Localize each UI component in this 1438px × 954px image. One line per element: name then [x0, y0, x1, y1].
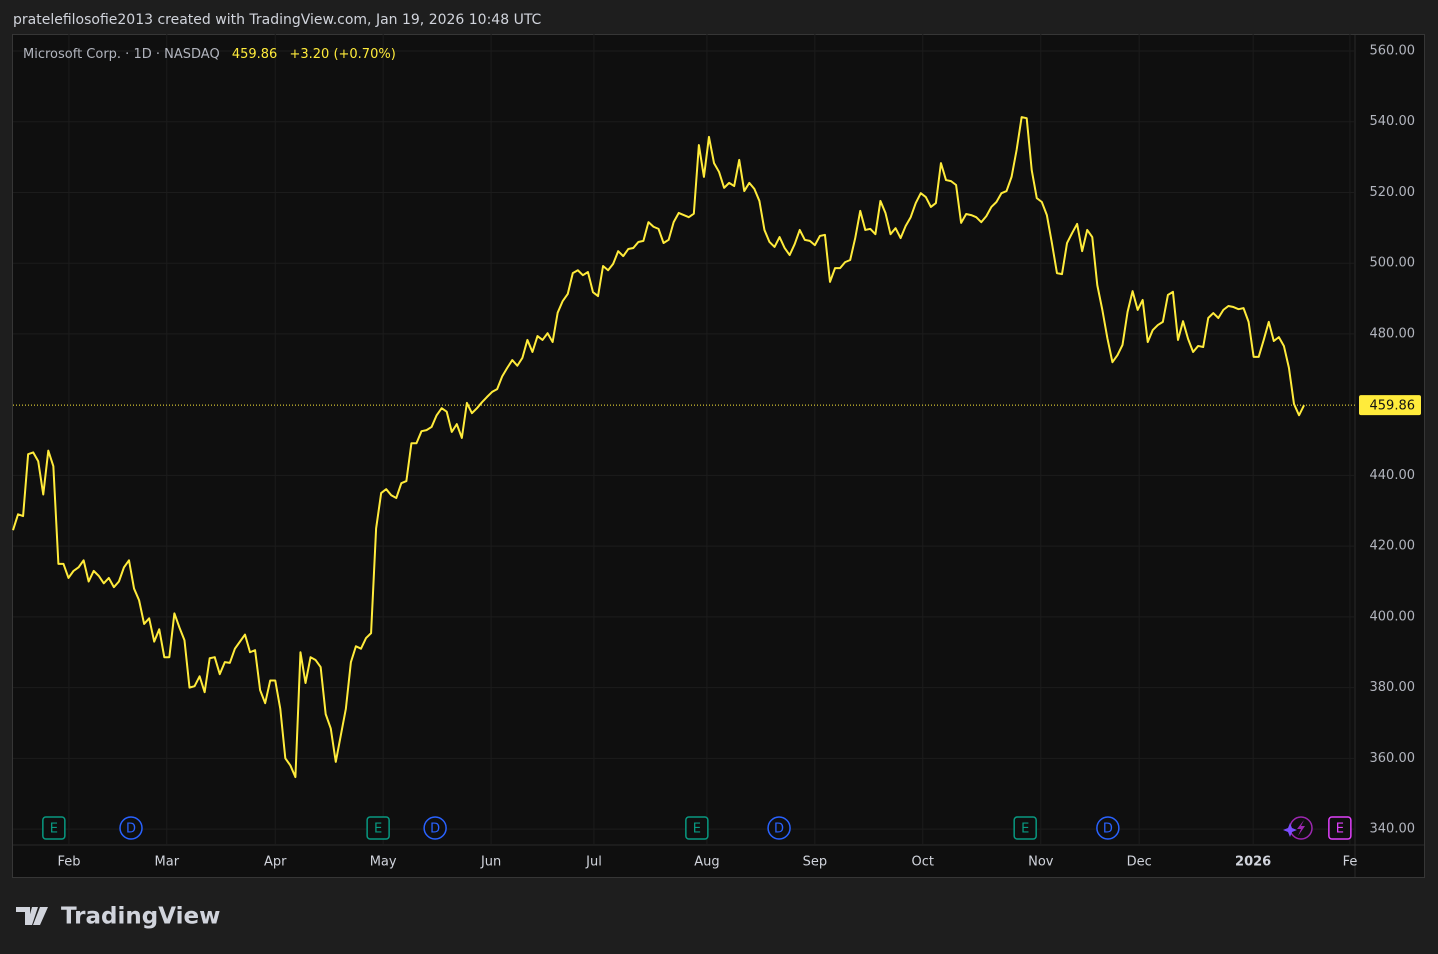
price-line	[12, 116, 1305, 779]
legend-change: +3.20 (+0.70%)	[289, 47, 395, 62]
news-icon-spark	[1283, 823, 1297, 837]
y-tick-label: 340.00	[1370, 822, 1416, 837]
event-marker	[42, 816, 66, 840]
plot	[12, 116, 1355, 779]
event-label: D	[1103, 822, 1113, 837]
event-marker	[767, 816, 791, 840]
x-tick-label: Fe	[1343, 855, 1358, 870]
y-tick-label: 540.00	[1370, 114, 1416, 129]
y-tick-label: 420.00	[1370, 539, 1416, 554]
last-price-box	[1359, 395, 1421, 416]
chart-frame	[12, 34, 1425, 878]
y-tick-label: 500.00	[1370, 256, 1416, 271]
event-marker	[1328, 816, 1352, 840]
event-marker	[685, 816, 709, 840]
x-tick-label: Sep	[803, 855, 828, 870]
event-marker	[366, 816, 390, 840]
y-tick-label: 520.00	[1370, 185, 1416, 200]
event-label: E	[1336, 822, 1344, 837]
brand-name: TradingView	[61, 904, 220, 930]
last-price-label: 459.86	[1370, 399, 1416, 414]
event-label: E	[50, 822, 58, 837]
brand-logo: TradingView	[16, 904, 220, 930]
x-tick-label: Jun	[480, 855, 501, 870]
event-marker	[423, 816, 447, 840]
y-tick-label: 400.00	[1370, 609, 1416, 624]
grid	[13, 34, 1355, 845]
x-tick-label: Aug	[694, 855, 719, 870]
y-tick-label: 440.00	[1370, 468, 1416, 483]
event-label: D	[430, 822, 440, 837]
legend-symbol: Microsoft Corp. · 1D · NASDAQ	[23, 47, 220, 62]
event-label: D	[126, 822, 136, 837]
event-label: D	[774, 822, 784, 837]
x-tick-label: Apr	[264, 855, 287, 870]
event-label: E	[374, 822, 382, 837]
header-text: pratelefilosofie2013 created with Tradin…	[13, 12, 542, 28]
y-tick-label: 480.00	[1370, 326, 1416, 341]
event-label: E	[1021, 822, 1029, 837]
logo-mark	[16, 907, 48, 925]
x-tick-label: Feb	[57, 855, 80, 870]
y-tick-label: 560.00	[1370, 43, 1416, 58]
y-tick-label: 380.00	[1370, 680, 1416, 695]
legend-price: 459.86	[232, 47, 278, 62]
x-tick-label: Nov	[1028, 855, 1054, 870]
event-label: E	[693, 822, 701, 837]
x-tick-label: 2026	[1235, 855, 1271, 870]
x-tick-label: Mar	[155, 855, 180, 870]
x-tick-label: Jul	[585, 855, 602, 870]
legend: Microsoft Corp. · 1D · NASDAQ 459.86 +3.…	[23, 47, 396, 62]
event-marker	[1096, 816, 1120, 840]
x-tick-label: May	[370, 855, 397, 870]
news-icon-bolt	[1297, 820, 1305, 836]
x-tick-label: Oct	[912, 855, 934, 870]
event-marker	[119, 816, 143, 840]
event-marker	[1013, 816, 1037, 840]
y-tick-label: 360.00	[1370, 751, 1416, 766]
x-tick-label: Dec	[1127, 855, 1152, 870]
